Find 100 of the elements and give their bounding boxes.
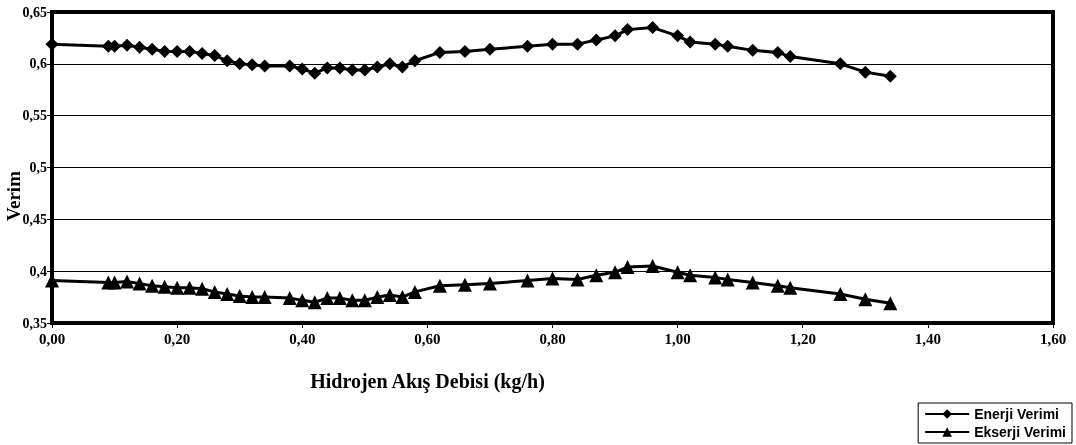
point: [208, 49, 222, 63]
point: [145, 42, 159, 56]
point: [220, 54, 234, 68]
x-axis-title: Hidrojen Akış Debisi (kg/h): [310, 370, 545, 393]
point: [320, 61, 334, 75]
point: [883, 296, 898, 311]
point: [545, 271, 560, 286]
point: [320, 291, 335, 306]
point: [157, 279, 172, 294]
point: [245, 290, 260, 305]
point: [132, 276, 147, 291]
y-tick-label: 0,45: [22, 211, 47, 227]
y-axis-title: Verim: [2, 170, 24, 221]
point: [45, 37, 59, 51]
point: [589, 268, 604, 283]
point: [745, 275, 760, 290]
point: [308, 66, 322, 80]
point: [708, 270, 723, 285]
point: [357, 293, 372, 308]
point: [833, 286, 848, 301]
point: [382, 288, 397, 303]
point: [408, 54, 422, 68]
point: [457, 277, 472, 292]
x-tick-label: 0,60: [414, 330, 441, 347]
point: [482, 276, 497, 291]
point: [883, 69, 897, 83]
point: [195, 46, 209, 60]
point: [608, 29, 622, 43]
y-tick-label: 0,55: [22, 108, 47, 124]
point: [746, 43, 760, 57]
point: [120, 38, 134, 52]
point: [145, 278, 160, 293]
y-tick-label: 0,4: [29, 263, 47, 279]
y-tick-label: 0,65: [22, 4, 47, 20]
point: [589, 33, 603, 47]
point: [345, 63, 359, 77]
x-tick-label: 0,40: [289, 330, 316, 347]
point: [220, 286, 235, 301]
point: [158, 44, 172, 58]
point: [608, 265, 623, 280]
y-tick-label: 0,6: [29, 56, 47, 72]
point: [721, 39, 735, 53]
point: [432, 278, 447, 293]
point: [520, 273, 535, 288]
point: [133, 40, 147, 54]
point: [483, 42, 497, 56]
x-tick-label: 1,60: [1039, 330, 1067, 347]
x-tick-label: 1,00: [664, 330, 691, 347]
point: [458, 44, 472, 58]
point: [570, 272, 585, 287]
point: [295, 293, 310, 308]
point: [395, 290, 410, 305]
point: [383, 57, 397, 71]
point: [333, 61, 347, 75]
point: [358, 63, 372, 77]
point: [858, 292, 873, 307]
point: [708, 37, 722, 51]
point: [433, 45, 447, 59]
point: [670, 265, 685, 280]
point: [395, 60, 409, 74]
point: [770, 278, 785, 293]
point: [833, 57, 847, 71]
x-tick-label: 0,00: [38, 330, 66, 347]
point: [783, 50, 797, 64]
point: [232, 289, 247, 304]
point: [571, 37, 585, 51]
point: [233, 57, 247, 71]
x-tick-label: 0,20: [164, 330, 191, 347]
y-tick-label: 0,5: [29, 160, 47, 175]
point: [345, 293, 360, 308]
x-tick-label: 1,40: [914, 330, 941, 347]
point: [546, 37, 559, 51]
point: [645, 258, 660, 273]
point: [720, 272, 735, 287]
point: [621, 23, 635, 37]
point: [307, 295, 322, 310]
point: [858, 65, 872, 79]
point: [671, 29, 685, 43]
point: [207, 284, 222, 299]
x-tick-label: 0,80: [539, 330, 566, 347]
point: [183, 44, 197, 58]
point: [283, 59, 297, 73]
point: [282, 291, 297, 306]
point: [520, 39, 534, 53]
point: [245, 58, 259, 72]
point: [332, 291, 347, 306]
point: [620, 260, 635, 275]
point: [170, 44, 184, 58]
point: [370, 290, 385, 305]
point: [120, 274, 135, 289]
point: [370, 60, 384, 74]
point: [257, 290, 272, 305]
point: [170, 280, 185, 295]
point: [107, 275, 122, 290]
point: [182, 280, 197, 295]
legend-label: Enerji Verimi: [974, 406, 1059, 422]
point: [771, 45, 785, 59]
point: [646, 21, 660, 35]
y-tick-label: 0,35: [22, 315, 47, 331]
point: [295, 62, 309, 76]
